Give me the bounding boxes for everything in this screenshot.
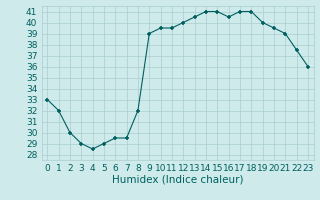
X-axis label: Humidex (Indice chaleur): Humidex (Indice chaleur) (112, 175, 243, 185)
